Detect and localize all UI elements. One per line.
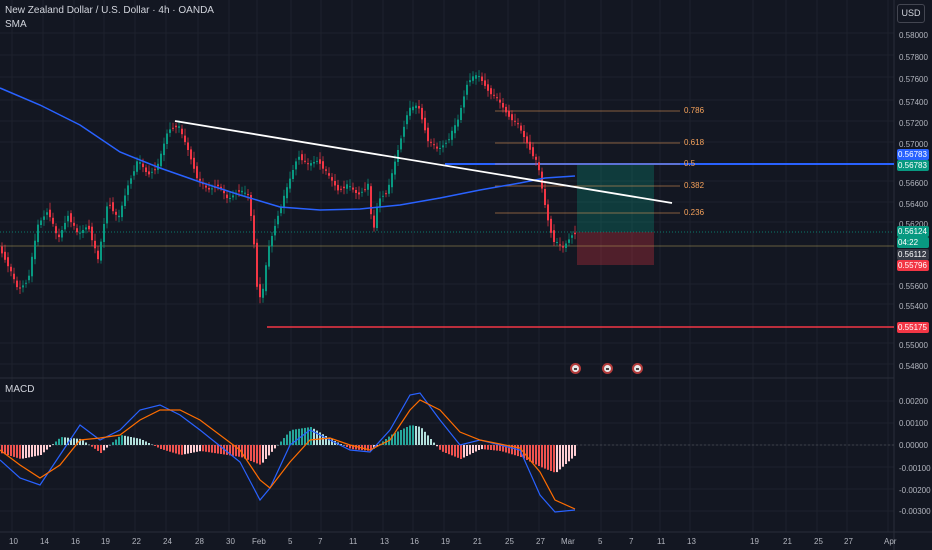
time-axis-label: 25 <box>505 537 514 546</box>
price-tag-resistance: 0.56783 <box>897 149 929 160</box>
macd-indicator-label[interactable]: MACD <box>5 384 35 395</box>
price-axis-label: 0.55600 <box>899 282 928 291</box>
price-tag-target: 0.56783 <box>897 160 929 171</box>
price-tag-current: 0.56124 <box>897 226 929 237</box>
macd-axis-label: -0.00200 <box>899 486 931 495</box>
economic-event-icon[interactable] <box>632 363 643 374</box>
price-tag-stop: 0.55796 <box>897 260 929 271</box>
symbol-title[interactable]: New Zealand Dollar / U.S. Dollar · 4h · … <box>5 5 214 16</box>
price-axis-label: 0.55400 <box>899 302 928 311</box>
time-axis-label: Feb <box>252 537 266 546</box>
price-axis-label: 0.56200 <box>899 220 928 229</box>
fib-level-label: 0.382 <box>684 181 705 190</box>
trend-line[interactable] <box>174 120 673 204</box>
price-tag-countdown: 04:22 <box>897 237 929 248</box>
price-axis-label: 0.56600 <box>899 179 928 188</box>
price-axis-label: 0.55000 <box>899 341 928 350</box>
time-axis-label: 30 <box>226 537 235 546</box>
time-axis-label: 13 <box>687 537 696 546</box>
macd-axis-label: 0.00000 <box>899 441 928 450</box>
time-axis-label: 28 <box>195 537 204 546</box>
macd-axis-label: 0.00200 <box>899 397 928 406</box>
price-tag-reference: 0.56112 <box>897 249 929 260</box>
time-axis-label: 16 <box>410 537 419 546</box>
time-axis-label: 5 <box>288 537 293 546</box>
long-position-stop-zone[interactable] <box>577 232 654 265</box>
price-axis-label: 0.56400 <box>899 200 928 209</box>
price-axis-label: 0.57200 <box>899 119 928 128</box>
time-axis-label: Mar <box>561 537 575 546</box>
sma-line[interactable] <box>0 87 576 211</box>
time-axis-label: 19 <box>441 537 450 546</box>
economic-event-icon[interactable] <box>570 363 581 374</box>
time-axis-label: 16 <box>71 537 80 546</box>
time-axis-label: 19 <box>750 537 759 546</box>
price-axis-label: 0.57800 <box>899 53 928 62</box>
time-axis-label: 21 <box>473 537 482 546</box>
time-axis-label: 21 <box>783 537 792 546</box>
price-axis-label: 0.58000 <box>899 31 928 40</box>
price-axis-label: 0.57600 <box>899 75 928 84</box>
price-axis-label: 0.57000 <box>899 140 928 149</box>
sma-indicator-label[interactable]: SMA <box>5 19 27 30</box>
macd-axis-label: 0.00100 <box>899 419 928 428</box>
time-axis-label: 5 <box>598 537 603 546</box>
time-axis-label: 14 <box>40 537 49 546</box>
time-axis-label: 7 <box>318 537 323 546</box>
time-axis-label: 24 <box>163 537 172 546</box>
time-axis-label: 19 <box>101 537 110 546</box>
time-axis-label: 11 <box>657 537 666 546</box>
macd-line <box>0 392 576 513</box>
time-axis-label: 10 <box>9 537 18 546</box>
economic-event-icon[interactable] <box>602 363 613 374</box>
fib-level-label: 0.5 <box>684 159 696 168</box>
macd-axis-label: -0.00100 <box>899 464 931 473</box>
time-axis-label: Apr <box>884 537 897 546</box>
time-axis-label: 11 <box>349 537 358 546</box>
price-axis-label: 0.54800 <box>899 362 928 371</box>
price-tag-support: 0.55175 <box>897 322 929 333</box>
price-axis-label: 0.57400 <box>899 98 928 107</box>
fib-level-label: 0.236 <box>684 208 705 217</box>
macd-axis-label: -0.00300 <box>899 507 931 516</box>
time-axis-label: 27 <box>844 537 853 546</box>
fib-level-label: 0.786 <box>684 106 705 115</box>
time-axis-label: 7 <box>629 537 634 546</box>
time-axis-label: 22 <box>132 537 141 546</box>
fib-level-label: 0.618 <box>684 138 705 147</box>
time-axis-label: 25 <box>814 537 823 546</box>
macd-signal-line <box>0 399 576 510</box>
time-axis-label: 27 <box>536 537 545 546</box>
time-axis-label: 13 <box>380 537 389 546</box>
currency-button[interactable]: USD <box>897 4 925 23</box>
